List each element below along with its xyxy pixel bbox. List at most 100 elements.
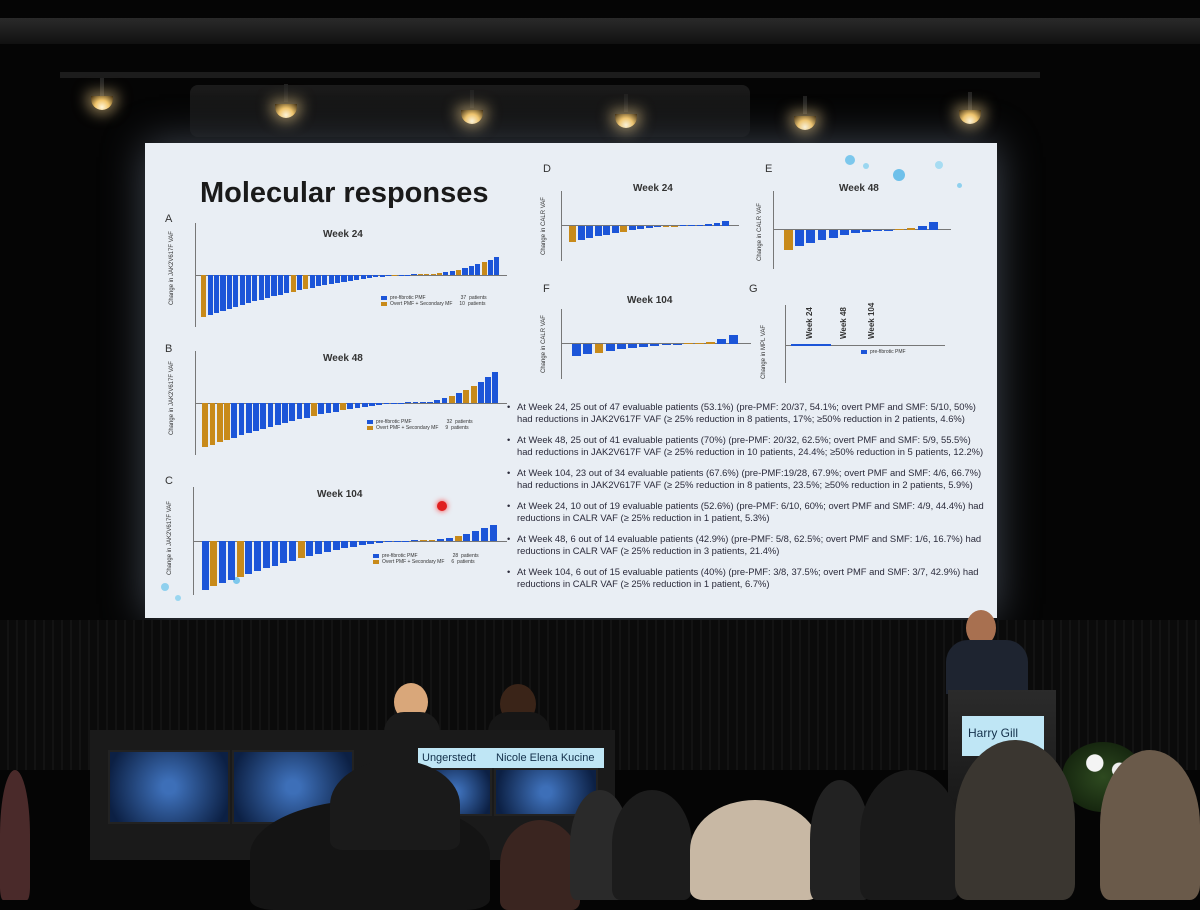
audience-member [690, 800, 820, 900]
bullet-item: At Week 104, 23 out of 34 evaluable pati… [507, 467, 987, 491]
waterfall-bar [419, 402, 426, 403]
bullet-item: At Week 24, 25 out of 47 evaluable patie… [507, 401, 987, 425]
waterfall-bar [449, 271, 455, 275]
panel-f-ylabel: Change in CALR VAF [541, 315, 547, 373]
waterfall-bar [717, 339, 727, 344]
legend-count: 6 [451, 559, 455, 565]
findings-text: At Week 24, 25 out of 47 evaluable patie… [507, 401, 987, 599]
waterfall-bar [284, 275, 290, 294]
waterfall-bar [271, 541, 279, 566]
legend-unit: patients [457, 559, 475, 565]
panel-g-week-label: Week 104 [867, 302, 876, 339]
waterfall-bar [862, 230, 871, 232]
light-arm [968, 92, 972, 110]
panel-g-bar [791, 344, 831, 346]
waterfall-bar [398, 275, 404, 276]
waterfall-bar [654, 226, 661, 228]
waterfall-bar [671, 226, 678, 227]
waterfall-bar [303, 403, 310, 418]
waterfall-bar [405, 402, 412, 403]
waterfall-bar [390, 403, 397, 404]
panel-d-x-axis [561, 225, 739, 226]
waterfall-bar [462, 268, 468, 275]
waterfall-bar [850, 230, 860, 234]
laser-pointer-dot [437, 501, 447, 511]
waterfall-bar [417, 274, 423, 275]
waterfall-bar [341, 541, 349, 549]
waterfall-bar [288, 541, 296, 561]
waterfall-bar [214, 275, 220, 313]
legend-count: 28 [452, 553, 459, 559]
waterfall-bar [873, 230, 883, 231]
panel-f-y-axis [561, 309, 562, 379]
waterfall-bar [258, 275, 264, 300]
legend-count: 10 [459, 301, 465, 307]
waterfall-bar [289, 403, 296, 422]
waterfall-bar [323, 541, 331, 552]
light-arm [803, 96, 807, 114]
waterfall-bar [386, 275, 392, 277]
waterfall-bar [645, 226, 653, 229]
waterfall-bar [325, 403, 332, 413]
waterfall-bar [354, 403, 361, 408]
waterfall-bar [231, 403, 238, 438]
waterfall-bar [309, 275, 315, 288]
waterfall-bar [661, 344, 671, 345]
waterfall-bar [369, 403, 375, 406]
waterfall-bar [454, 535, 462, 541]
waterfall-bar [376, 541, 384, 543]
panel-d-ylabel: Change in CALR VAF [541, 197, 547, 255]
waterfall-bar [311, 403, 317, 416]
waterfall-bar [419, 540, 427, 541]
waterfall-bar [428, 539, 436, 541]
waterfall-bar [817, 230, 827, 241]
waterfall-bar [392, 275, 398, 276]
waterfall-bar [340, 403, 346, 411]
waterfall-bar [728, 335, 738, 344]
decorative-bubble [893, 169, 905, 181]
panel-letter-c: C [165, 475, 173, 487]
waterfall-bar [332, 403, 339, 412]
legend-unit: patients [469, 295, 487, 301]
waterfall-bar [494, 256, 500, 275]
waterfall-bar [220, 275, 226, 311]
waterfall-bar [430, 273, 436, 275]
audience-member [612, 790, 692, 900]
waterfall-bar [236, 541, 244, 577]
waterfall-bar [202, 403, 209, 448]
audience-member [860, 770, 960, 900]
waterfall-bar [315, 541, 323, 554]
waterfall-bar [245, 541, 253, 574]
panel-e-x-axis [773, 229, 951, 230]
waterfall-bar [201, 541, 209, 590]
panel-letter-b: B [165, 343, 173, 355]
panel-f-x-axis [561, 343, 751, 344]
waterfall-bar [463, 533, 471, 541]
waterfall-bar [594, 226, 602, 237]
waterfall-bar [806, 230, 816, 244]
legend-unit: patients [467, 301, 486, 307]
waterfall-bar [470, 386, 477, 403]
waterfall-bar [254, 541, 262, 572]
waterfall-bar [485, 377, 492, 403]
panel-g-week-label: Week 24 [805, 307, 814, 339]
decorative-bubble [161, 583, 169, 591]
stage-monitor [108, 750, 230, 824]
waterfall-bar [265, 275, 271, 298]
waterfall-bar [296, 403, 303, 420]
waterfall-bar [358, 541, 366, 546]
panel-a-ylabel: Change in JAK2V617F VAF [169, 231, 175, 305]
waterfall-bar [277, 275, 283, 295]
panel-b-week: Week 48 [323, 353, 363, 364]
waterfall-bar [605, 344, 615, 351]
stage-light [275, 104, 297, 118]
panel-letter-g: G [749, 283, 758, 295]
panel-c-legend: pre-fibrotic PMF 28 patients Overt PMF + S… [373, 553, 479, 565]
waterfall-bar [424, 274, 430, 275]
waterfall-bar [383, 403, 390, 405]
waterfall-bar [219, 541, 227, 584]
legend-label: pre-fibrotic PMF [376, 419, 412, 425]
waterfall-bar [297, 541, 305, 559]
waterfall-bar [628, 226, 636, 231]
waterfall-bar [696, 225, 704, 226]
